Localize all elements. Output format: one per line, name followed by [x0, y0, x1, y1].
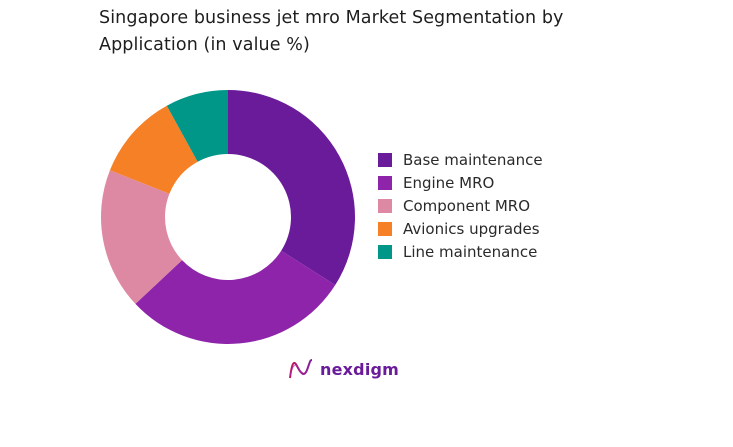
donut-slice-base-maintenance: [228, 90, 355, 286]
legend-item-component-mro: Component MRO: [378, 194, 543, 217]
legend-label: Engine MRO: [403, 173, 495, 192]
legend-label: Avionics upgrades: [403, 219, 540, 238]
donut-slices: [101, 90, 355, 344]
legend-swatch: [378, 198, 392, 213]
legend-swatch: [378, 221, 392, 236]
donut-slice-avionics-upgrades: [109, 105, 198, 194]
donut-slice-line-maintenance: [166, 90, 228, 162]
legend-swatch: [378, 175, 392, 190]
legend-swatch: [378, 152, 392, 167]
legend-item-line-maintenance: Line maintenance: [378, 240, 543, 263]
chart-title: Singapore business jet mro Market Segmen…: [99, 8, 564, 55]
legend-label: Line maintenance: [403, 242, 538, 261]
legend: Base maintenance Engine MRO Component MR…: [378, 148, 543, 263]
legend-item-engine-mro: Engine MRO: [378, 171, 543, 194]
legend-item-base-maintenance: Base maintenance: [378, 148, 543, 171]
donut-slice-component-mro: [101, 170, 183, 304]
legend-label: Base maintenance: [403, 150, 543, 169]
nexdigm-wave-icon: [289, 359, 313, 379]
donut-slice-engine-mro: [135, 250, 336, 344]
legend-item-avionics-upgrades: Avionics upgrades: [378, 217, 543, 240]
nexdigm-logo: nexdigm: [288, 358, 399, 380]
legend-label: Component MRO: [403, 196, 531, 215]
legend-swatch: [378, 244, 392, 259]
logo-text: nexdigm: [320, 359, 400, 379]
